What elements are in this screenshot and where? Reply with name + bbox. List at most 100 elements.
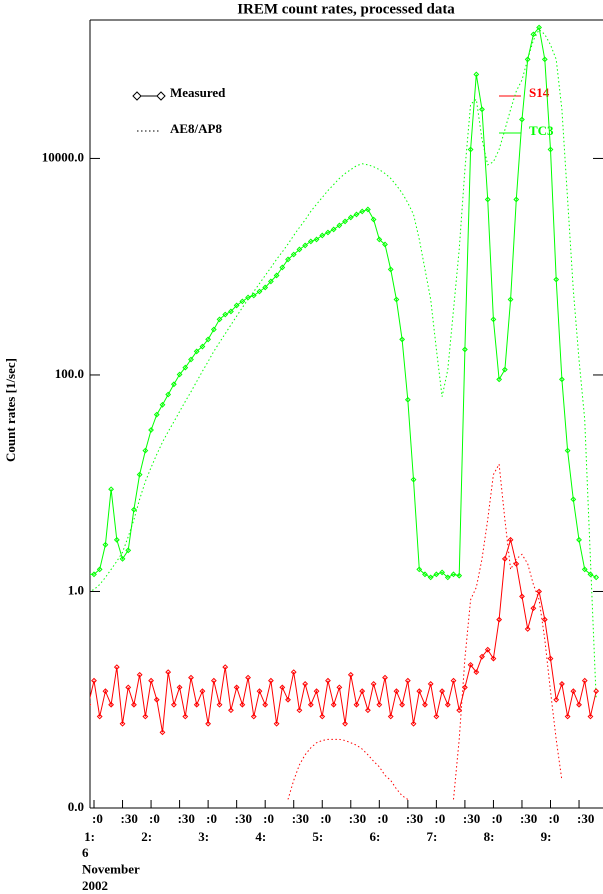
data-point — [216, 701, 223, 708]
date-label: 6 — [82, 845, 89, 860]
data-point — [165, 391, 172, 398]
data-point — [450, 677, 457, 684]
data-point — [182, 713, 189, 720]
data-point — [416, 566, 423, 573]
data-point — [382, 674, 388, 681]
data-point — [536, 588, 542, 595]
data-point — [165, 669, 172, 676]
data-point — [439, 688, 445, 695]
data-point — [222, 664, 229, 671]
x-tick-label: :0 — [149, 811, 160, 826]
data-point — [250, 713, 257, 720]
data-point — [433, 713, 440, 720]
data-point — [136, 671, 143, 678]
x-tick-label: :0 — [206, 811, 217, 826]
data-point — [176, 684, 183, 691]
legend-marker — [132, 91, 166, 101]
data-point — [479, 653, 485, 660]
data-point — [330, 701, 337, 708]
y-tick-label: 1.0 — [68, 582, 84, 597]
data-point — [193, 701, 200, 708]
data-point — [210, 326, 217, 333]
x-tick-label: :0 — [549, 811, 560, 826]
data-point — [245, 674, 251, 681]
x-tick-label: :0 — [377, 811, 388, 826]
data-point — [439, 569, 445, 576]
x-hour-label: 7: — [427, 829, 438, 844]
model-line — [287, 462, 563, 800]
data-point — [205, 720, 212, 727]
data-point — [513, 196, 520, 203]
data-point — [507, 296, 514, 303]
data-point — [370, 681, 377, 687]
x-hour-label: 5: — [312, 829, 323, 844]
data-point — [273, 272, 280, 279]
data-point — [228, 308, 234, 315]
data-point — [519, 593, 525, 600]
data-point — [501, 555, 508, 562]
data-point — [239, 701, 246, 708]
data-point — [336, 684, 343, 691]
data-point — [593, 574, 600, 581]
x-hour-label: 6: — [369, 829, 380, 844]
data-point — [91, 571, 97, 578]
model-line — [90, 28, 597, 700]
x-tick-label: :30 — [178, 811, 195, 826]
data-point — [547, 146, 554, 153]
data-point — [267, 278, 274, 285]
x-tick-label: :0 — [491, 811, 502, 826]
data-point — [404, 396, 411, 403]
data-point — [422, 701, 428, 708]
data-point — [570, 688, 577, 695]
data-point — [364, 707, 371, 714]
data-point — [170, 381, 177, 388]
data-point — [484, 646, 491, 653]
data-point — [587, 571, 594, 578]
data-point — [113, 536, 120, 543]
data-point — [136, 471, 143, 478]
data-point — [125, 684, 132, 691]
data-point — [433, 571, 440, 578]
data-point — [593, 688, 600, 695]
data-point — [399, 701, 406, 708]
data-point — [102, 688, 109, 695]
data-point — [290, 669, 297, 676]
x-tick-label: :30 — [235, 811, 252, 826]
measured-line — [90, 537, 597, 733]
data-point — [422, 571, 428, 578]
data-point — [387, 266, 394, 273]
x-tick-label: :0 — [92, 811, 103, 826]
data-point — [336, 222, 343, 229]
data-point — [496, 616, 503, 623]
data-point — [456, 572, 463, 579]
data-point — [393, 296, 400, 303]
data-point — [541, 616, 548, 623]
data-point — [262, 284, 269, 291]
data-point — [102, 541, 109, 548]
data-point — [153, 411, 160, 418]
x-tick-label: :30 — [406, 811, 423, 826]
data-point — [359, 208, 366, 215]
data-point — [364, 206, 371, 213]
data-point — [256, 688, 263, 695]
data-point — [427, 574, 434, 581]
data-point — [473, 669, 480, 676]
data-point — [222, 311, 229, 318]
data-point — [541, 56, 548, 63]
data-point — [239, 298, 246, 305]
data-point — [108, 486, 115, 493]
data-point — [279, 264, 286, 271]
x-hour-label: 4: — [255, 829, 266, 844]
data-point — [262, 701, 269, 708]
legend-label: Measured — [170, 85, 226, 100]
data-point — [490, 655, 497, 662]
data-point — [228, 707, 234, 714]
data-point — [153, 696, 160, 703]
data-point — [90, 573, 92, 576]
x-tick-label: :30 — [121, 811, 138, 826]
x-tick-label: :0 — [434, 811, 445, 826]
data-point — [404, 677, 411, 684]
data-point — [313, 236, 320, 243]
